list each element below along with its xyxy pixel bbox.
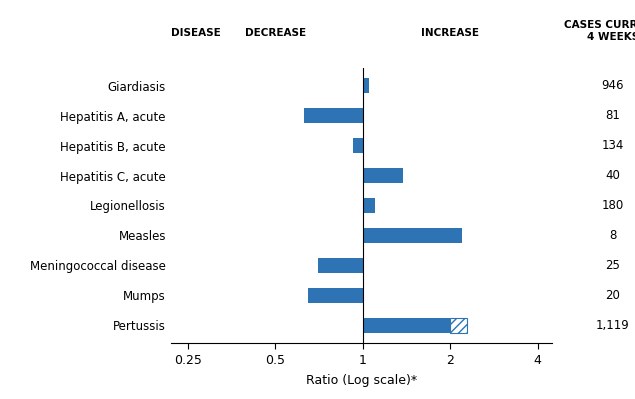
Text: 180: 180 [601, 199, 624, 212]
Bar [304, 108, 363, 123]
Text: 25: 25 [605, 259, 620, 272]
Bar [318, 258, 363, 273]
X-axis label: Ratio (Log scale)*: Ratio (Log scale)* [307, 373, 418, 387]
Text: 946: 946 [601, 79, 624, 92]
Text: 1,119: 1,119 [596, 319, 630, 332]
Bar [363, 198, 375, 213]
Bar [354, 138, 363, 153]
Text: INCREASE: INCREASE [421, 28, 479, 38]
Text: CASES CURRENT: CASES CURRENT [565, 20, 635, 30]
Text: DISEASE: DISEASE [171, 28, 221, 38]
Text: 4 WEEKS: 4 WEEKS [587, 32, 635, 42]
Text: 40: 40 [605, 169, 620, 182]
Bar [308, 288, 363, 303]
Bar [450, 318, 467, 333]
Bar [363, 228, 462, 243]
Text: 8: 8 [609, 229, 617, 242]
Text: 134: 134 [601, 139, 624, 152]
Bar [363, 318, 450, 333]
Bar [363, 168, 403, 183]
Text: 81: 81 [605, 109, 620, 122]
Text: 20: 20 [605, 289, 620, 302]
Text: DECREASE: DECREASE [244, 28, 305, 38]
Bar [363, 78, 369, 93]
